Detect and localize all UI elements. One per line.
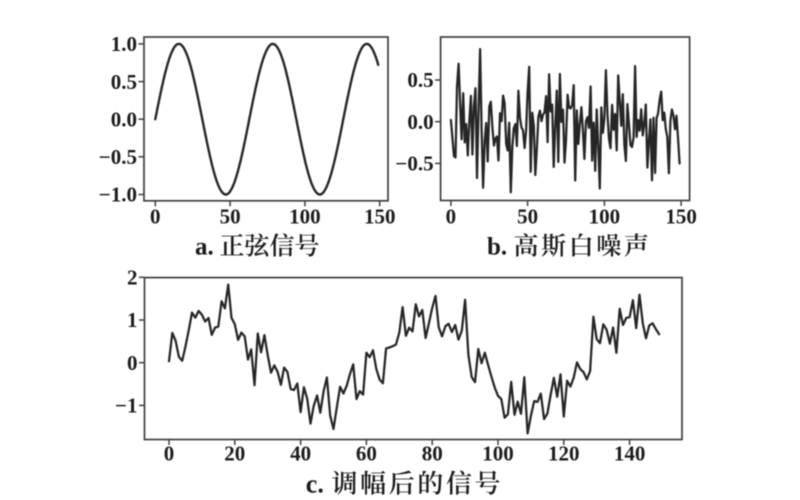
svg-text:80: 80	[422, 442, 443, 466]
svg-text:150: 150	[665, 205, 697, 229]
svg-text:120: 120	[548, 442, 580, 466]
svg-text:100: 100	[289, 205, 321, 229]
svg-text:−0.5: −0.5	[99, 145, 137, 169]
svg-text:c.: c.	[306, 470, 324, 499]
svg-text:0.5: 0.5	[407, 68, 433, 92]
svg-text:100: 100	[482, 442, 514, 466]
svg-text:0: 0	[446, 205, 457, 229]
svg-text:50: 50	[220, 205, 241, 229]
svg-text:0: 0	[150, 205, 161, 229]
svg-text:0.5: 0.5	[111, 70, 137, 94]
svg-text:60: 60	[356, 442, 377, 466]
svg-text:0: 0	[127, 351, 138, 375]
svg-text:50: 50	[517, 205, 538, 229]
svg-text:140: 140	[614, 442, 646, 466]
svg-text:a.: a.	[195, 234, 214, 261]
svg-text:100: 100	[589, 205, 621, 229]
svg-text:b.: b.	[487, 234, 507, 261]
svg-text:0.0: 0.0	[407, 110, 433, 134]
svg-text:−1: −1	[115, 394, 137, 418]
svg-text:2: 2	[127, 266, 138, 290]
svg-text:150: 150	[364, 205, 396, 229]
svg-text:−0.5: −0.5	[395, 152, 433, 176]
svg-text:1: 1	[127, 308, 138, 332]
svg-text:0.0: 0.0	[111, 107, 137, 131]
svg-text:40: 40	[290, 442, 311, 466]
svg-text:0: 0	[164, 442, 175, 466]
svg-text:1.0: 1.0	[111, 32, 137, 56]
svg-text:20: 20	[224, 442, 245, 466]
svg-text:−1.0: −1.0	[99, 183, 137, 207]
